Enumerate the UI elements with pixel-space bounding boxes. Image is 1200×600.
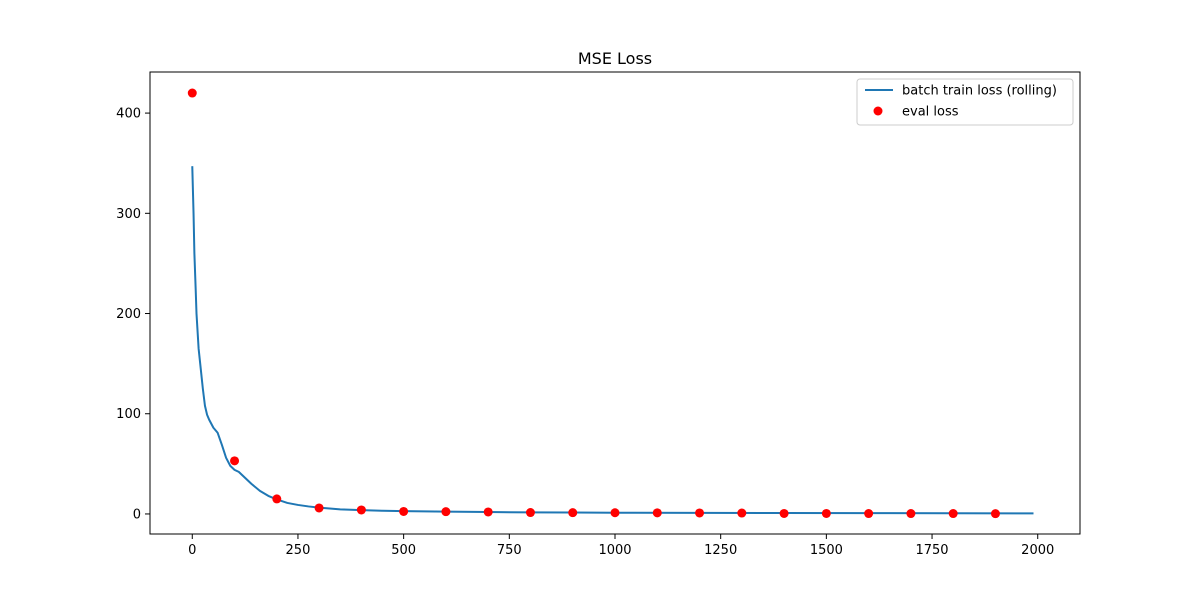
eval-loss-point: [314, 503, 324, 513]
eval-loss-point: [187, 88, 197, 98]
x-tick-label: 1500: [810, 543, 843, 558]
eval-loss-point: [821, 508, 831, 518]
eval-loss-point: [230, 456, 240, 466]
eval-loss-point: [568, 508, 578, 518]
y-tick-label: 100: [116, 407, 141, 422]
y-tick-label: 200: [116, 307, 141, 322]
eval-loss-point: [652, 508, 662, 518]
y-tick-label: 300: [116, 207, 141, 222]
plot-frame: [149, 71, 1081, 535]
legend-marker-swatch: [873, 106, 883, 116]
eval-loss-point: [737, 508, 747, 518]
x-tick-label: 0: [188, 543, 196, 558]
legend-label: batch train loss (rolling): [902, 84, 1057, 99]
plot-content: [187, 88, 1034, 519]
eval-loss-point: [948, 509, 958, 519]
chart-title: MSE Loss: [578, 49, 652, 68]
legend-box: [856, 78, 1074, 126]
x-tick-label: 750: [497, 543, 522, 558]
eval-loss-point: [864, 509, 874, 519]
x-tick-label: 1750: [915, 543, 948, 558]
x-axis: 0 250 500 750 1000 1250 1500 1750 2000: [188, 534, 1054, 558]
eval-loss-point: [610, 508, 620, 518]
eval-loss-point: [906, 509, 916, 519]
x-tick-label: 1000: [598, 543, 631, 558]
eval-loss-point: [525, 508, 535, 518]
x-tick-label: 500: [391, 543, 416, 558]
legend: batch train loss (rolling) eval loss: [856, 78, 1074, 126]
series-line-train-loss: [191, 166, 1034, 515]
eval-loss-point: [356, 505, 366, 515]
plot-area: [150, 72, 1080, 534]
eval-loss-point: [272, 494, 282, 504]
eval-loss-point: [399, 506, 409, 516]
x-tick-label: 250: [286, 543, 311, 558]
legend-label: eval loss: [902, 105, 959, 120]
y-tick-label: 400: [116, 107, 141, 122]
eval-loss-point: [483, 507, 493, 517]
y-tick-label: 0: [133, 507, 141, 522]
eval-loss-point: [779, 508, 789, 518]
eval-loss-point: [695, 508, 705, 518]
y-axis: 0 100 200 300 400: [116, 107, 150, 522]
x-tick-label: 2000: [1021, 543, 1054, 558]
x-tick-label: 1250: [704, 543, 737, 558]
eval-loss-point: [441, 507, 451, 517]
eval-loss-point: [990, 509, 1000, 519]
